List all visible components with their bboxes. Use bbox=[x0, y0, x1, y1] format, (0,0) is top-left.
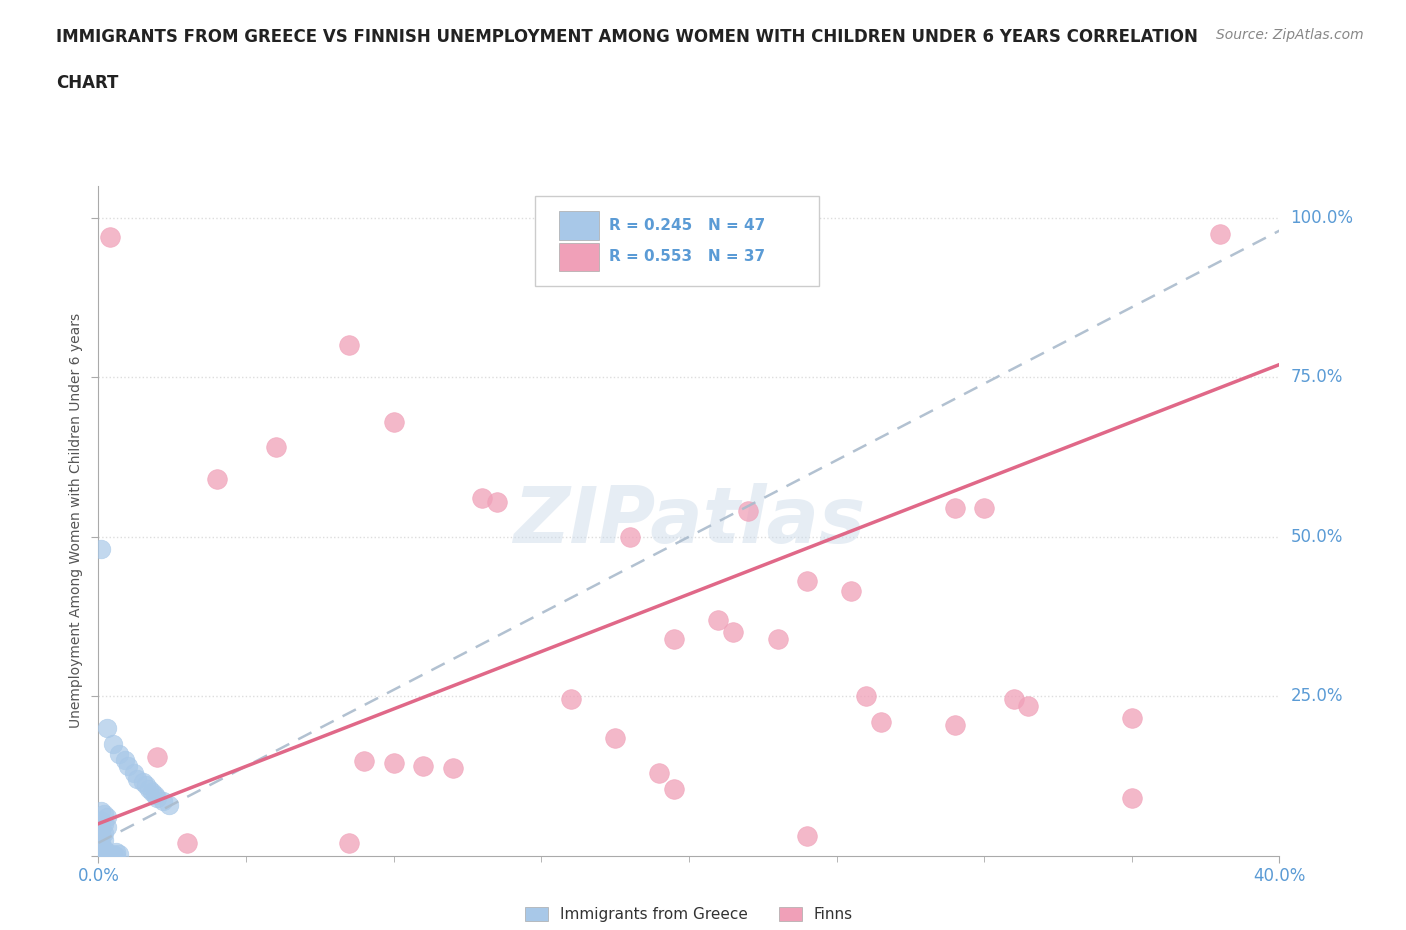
Point bbox=[486, 494, 509, 509]
Point bbox=[382, 415, 405, 430]
Point bbox=[96, 847, 118, 862]
Y-axis label: Unemployment Among Women with Children Under 6 years: Unemployment Among Women with Children U… bbox=[69, 313, 83, 728]
Point bbox=[98, 847, 121, 862]
Text: 100.0%: 100.0% bbox=[1291, 209, 1354, 227]
Point bbox=[105, 848, 128, 863]
Point bbox=[141, 784, 163, 799]
Point bbox=[855, 689, 877, 704]
Point bbox=[90, 804, 112, 818]
Point bbox=[103, 737, 125, 751]
Point bbox=[93, 848, 115, 863]
Point bbox=[90, 845, 112, 860]
Point bbox=[796, 829, 818, 844]
Point bbox=[93, 817, 115, 831]
Point bbox=[619, 529, 641, 544]
FancyBboxPatch shape bbox=[536, 196, 818, 286]
Point bbox=[605, 730, 627, 745]
Point bbox=[943, 717, 966, 732]
Text: 75.0%: 75.0% bbox=[1291, 368, 1343, 386]
Point bbox=[1121, 790, 1143, 805]
Text: IMMIGRANTS FROM GREECE VS FINNISH UNEMPLOYMENT AMONG WOMEN WITH CHILDREN UNDER 6: IMMIGRANTS FROM GREECE VS FINNISH UNEMPL… bbox=[56, 28, 1198, 46]
Point bbox=[90, 847, 112, 862]
Point bbox=[869, 714, 891, 729]
Point bbox=[412, 759, 434, 774]
Point bbox=[707, 612, 730, 627]
Text: ZIPatlas: ZIPatlas bbox=[513, 483, 865, 559]
Point bbox=[471, 491, 494, 506]
Text: R = 0.245   N = 47: R = 0.245 N = 47 bbox=[609, 218, 765, 233]
Point bbox=[90, 813, 112, 828]
Point bbox=[96, 819, 118, 834]
Point bbox=[103, 846, 125, 861]
Point bbox=[796, 574, 818, 589]
Point bbox=[441, 760, 464, 775]
Point bbox=[138, 781, 160, 796]
Point bbox=[108, 846, 131, 861]
Point bbox=[93, 844, 115, 859]
Point bbox=[1017, 698, 1039, 713]
Point bbox=[1209, 226, 1232, 241]
Point bbox=[382, 756, 405, 771]
Point bbox=[766, 631, 789, 646]
Point bbox=[176, 835, 198, 850]
Point bbox=[146, 790, 169, 805]
Point bbox=[96, 721, 118, 736]
Point bbox=[98, 847, 121, 862]
Point bbox=[337, 338, 360, 352]
Point bbox=[839, 583, 862, 598]
FancyBboxPatch shape bbox=[560, 243, 599, 271]
Point bbox=[664, 781, 686, 796]
Point bbox=[93, 806, 115, 821]
Point bbox=[973, 500, 995, 515]
Point bbox=[125, 772, 148, 787]
Point bbox=[90, 848, 112, 863]
Point bbox=[114, 752, 136, 767]
Point bbox=[737, 504, 759, 519]
Point bbox=[105, 845, 128, 860]
Point bbox=[90, 845, 112, 860]
Text: Source: ZipAtlas.com: Source: ZipAtlas.com bbox=[1216, 28, 1364, 42]
Point bbox=[143, 788, 166, 803]
Point bbox=[93, 826, 115, 841]
Point bbox=[205, 472, 228, 486]
Text: CHART: CHART bbox=[56, 74, 118, 92]
Point bbox=[96, 848, 118, 863]
Point bbox=[122, 765, 145, 780]
Point bbox=[90, 839, 112, 854]
Point bbox=[90, 542, 112, 557]
Point bbox=[132, 775, 155, 790]
Point bbox=[721, 625, 744, 640]
Point bbox=[157, 797, 180, 812]
Point bbox=[943, 500, 966, 515]
FancyBboxPatch shape bbox=[560, 211, 599, 240]
Point bbox=[146, 750, 169, 764]
Point bbox=[93, 832, 115, 847]
Point bbox=[1002, 692, 1025, 707]
Point bbox=[90, 844, 112, 858]
Text: R = 0.553   N = 37: R = 0.553 N = 37 bbox=[609, 249, 765, 264]
Point bbox=[93, 842, 115, 857]
Point bbox=[90, 823, 112, 838]
Point bbox=[152, 794, 174, 809]
Point bbox=[353, 754, 375, 769]
Point bbox=[103, 848, 125, 863]
Point bbox=[337, 835, 360, 850]
Point bbox=[90, 835, 112, 850]
Text: 50.0%: 50.0% bbox=[1291, 527, 1343, 546]
Point bbox=[664, 631, 686, 646]
Point bbox=[93, 846, 115, 861]
Point bbox=[117, 759, 139, 774]
Point bbox=[96, 810, 118, 825]
Point bbox=[93, 847, 115, 862]
Text: 25.0%: 25.0% bbox=[1291, 687, 1343, 705]
Point bbox=[90, 829, 112, 844]
Point bbox=[264, 440, 287, 455]
Point bbox=[648, 765, 671, 780]
Point bbox=[98, 230, 121, 245]
Point bbox=[560, 692, 582, 707]
Point bbox=[135, 778, 157, 793]
Point bbox=[108, 746, 131, 761]
Legend: Immigrants from Greece, Finns: Immigrants from Greece, Finns bbox=[519, 901, 859, 928]
Point bbox=[1121, 711, 1143, 726]
